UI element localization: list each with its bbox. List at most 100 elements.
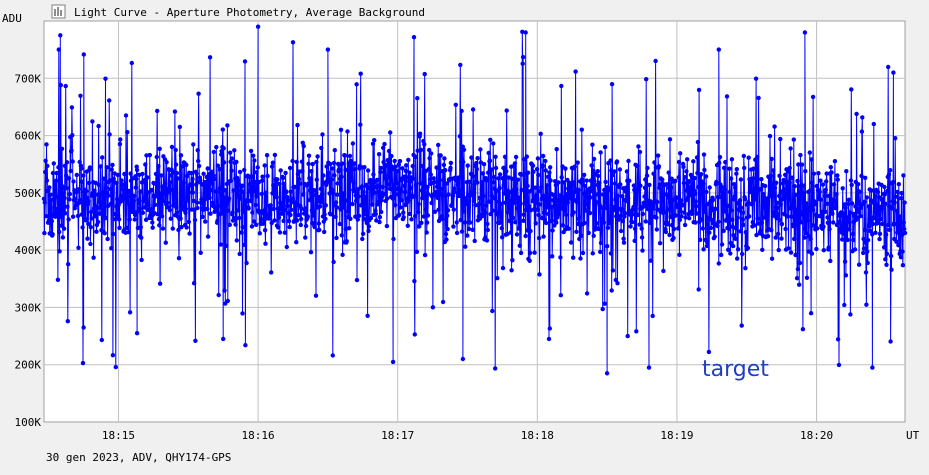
data-point	[683, 215, 688, 220]
data-point	[226, 208, 231, 213]
data-point	[631, 183, 637, 188]
data-point	[706, 349, 712, 355]
data-point	[616, 206, 621, 211]
data-point	[618, 182, 623, 187]
data-point	[327, 191, 332, 196]
data-point	[113, 364, 119, 370]
data-point	[351, 180, 356, 185]
data-point	[638, 183, 643, 188]
data-point	[609, 82, 615, 87]
data-point	[785, 169, 791, 174]
data-point	[824, 171, 829, 176]
data-point	[126, 229, 131, 235]
data-point	[516, 195, 522, 200]
data-point	[313, 193, 318, 198]
data-point	[849, 182, 854, 188]
data-point	[735, 247, 741, 252]
data-point	[641, 204, 646, 209]
data-point	[135, 209, 140, 214]
data-point	[290, 196, 295, 201]
data-point	[773, 235, 778, 240]
data-point	[208, 211, 213, 216]
data-point	[777, 173, 782, 178]
data-point	[394, 181, 399, 186]
data-point	[452, 186, 457, 191]
data-point	[700, 226, 705, 231]
data-point	[669, 222, 675, 228]
data-point	[156, 163, 161, 169]
data-point	[196, 163, 202, 169]
data-point	[886, 64, 891, 70]
data-point	[843, 205, 848, 210]
data-point	[451, 207, 456, 212]
data-point	[534, 200, 539, 205]
data-point	[577, 214, 582, 220]
data-point	[134, 176, 139, 182]
data-point	[758, 228, 763, 233]
data-point	[548, 178, 553, 183]
data-point	[717, 194, 722, 200]
data-point	[554, 220, 559, 225]
data-point	[682, 210, 687, 215]
data-point	[829, 170, 834, 175]
data-point	[513, 181, 518, 186]
data-point	[287, 224, 292, 230]
data-point	[601, 220, 607, 225]
data-point	[299, 206, 304, 211]
data-point	[271, 184, 277, 189]
data-point	[556, 180, 561, 185]
data-point	[695, 139, 701, 145]
data-point	[822, 193, 828, 199]
data-point	[837, 220, 842, 225]
data-point	[584, 178, 589, 183]
data-point	[350, 201, 355, 207]
data-point	[67, 191, 73, 197]
data-point	[331, 160, 337, 166]
data-point	[554, 147, 559, 152]
data-point	[560, 223, 566, 228]
data-point	[53, 210, 59, 216]
data-point	[627, 178, 632, 183]
data-point	[501, 182, 506, 188]
data-point	[251, 184, 256, 189]
data-point	[242, 59, 248, 64]
data-point	[150, 220, 155, 225]
data-point	[89, 209, 94, 215]
data-point	[604, 371, 610, 376]
data-point	[91, 255, 96, 260]
data-point	[498, 220, 503, 225]
data-point	[365, 168, 371, 173]
data-point	[266, 216, 271, 221]
data-point	[218, 242, 223, 247]
data-point	[675, 203, 680, 208]
data-point	[253, 202, 258, 208]
data-point	[742, 165, 747, 171]
data-point	[351, 189, 357, 194]
data-point	[468, 220, 473, 225]
data-point	[637, 222, 642, 227]
data-point	[390, 359, 396, 365]
data-point	[712, 234, 717, 239]
data-point	[654, 215, 659, 220]
data-point	[799, 220, 804, 225]
data-point	[579, 127, 584, 132]
data-point	[415, 209, 421, 215]
data-point	[63, 173, 69, 178]
data-point	[422, 142, 427, 147]
data-point	[589, 189, 595, 194]
data-point	[708, 225, 714, 231]
data-point	[574, 229, 579, 234]
data-point	[400, 166, 405, 171]
data-point	[503, 200, 508, 205]
data-point	[841, 213, 847, 218]
data-point	[391, 236, 396, 242]
data-point	[461, 209, 466, 214]
data-point	[859, 173, 864, 179]
data-point	[894, 239, 899, 244]
data-point	[537, 202, 543, 207]
data-point	[86, 180, 92, 186]
data-point	[752, 223, 757, 228]
data-point	[419, 220, 424, 225]
data-point	[287, 165, 293, 171]
data-point	[762, 183, 768, 189]
